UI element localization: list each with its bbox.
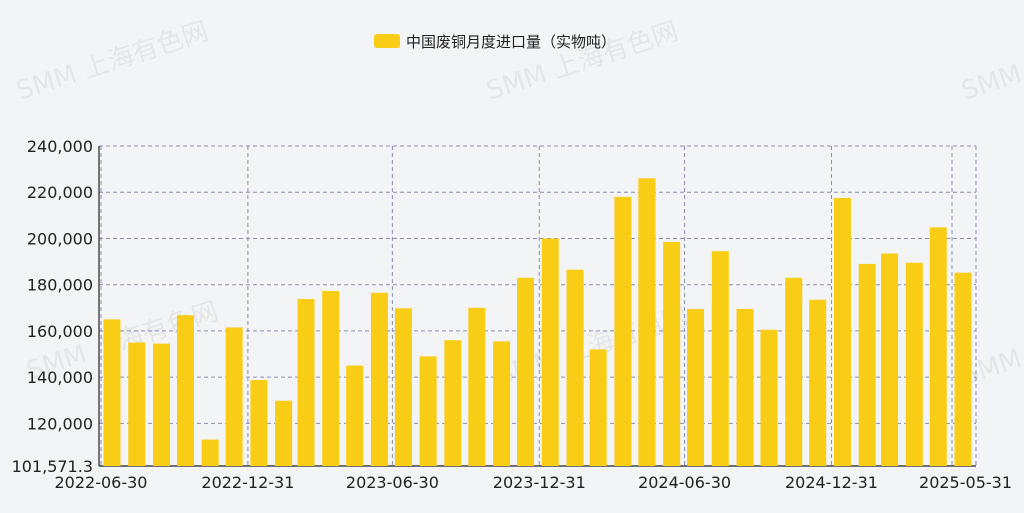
watermark-text: SMM 上海有色网 <box>13 16 212 106</box>
bar <box>468 307 486 466</box>
legend[interactable]: 中国废铜月度进口量（实物吨） <box>374 30 616 52</box>
bar <box>322 290 340 466</box>
bar <box>663 241 681 466</box>
y-tick-label: 101,571.3 <box>12 457 93 476</box>
bar <box>541 238 559 466</box>
bar <box>250 379 268 466</box>
x-tick-label: 2024-12-31 <box>785 473 878 492</box>
bar <box>297 299 315 466</box>
bar <box>809 299 827 466</box>
bar <box>589 349 607 466</box>
bar <box>760 329 778 466</box>
y-tick-label: 240,000 <box>27 137 93 156</box>
bar <box>833 198 851 466</box>
bar <box>346 365 364 466</box>
bar <box>493 341 511 466</box>
bar <box>225 327 243 466</box>
x-tick-label: 2022-06-30 <box>55 473 148 492</box>
bar <box>711 251 729 466</box>
bar <box>176 315 194 466</box>
y-tick-label: 120,000 <box>27 414 93 433</box>
bar <box>444 340 462 466</box>
bar <box>128 342 146 466</box>
bar <box>370 292 388 466</box>
x-tick-label: 2025-05-31 <box>919 473 1012 492</box>
x-tick-label: 2024-06-30 <box>638 473 731 492</box>
x-tick-label: 2023-12-31 <box>493 473 586 492</box>
bar <box>638 178 656 467</box>
legend-swatch <box>374 34 400 48</box>
bar <box>201 439 219 466</box>
bar <box>152 343 170 466</box>
legend-label: 中国废铜月度进口量（实物吨） <box>406 32 617 51</box>
y-axis-ticks: 240,000 220,000 200,000 180,000 160,000 140,0… <box>12 137 93 476</box>
bars <box>103 178 972 467</box>
bar <box>858 263 876 466</box>
y-tick-label: 160,000 <box>27 322 93 341</box>
bar <box>517 277 535 466</box>
bar <box>394 308 412 466</box>
bar <box>954 272 972 466</box>
y-tick-label: 200,000 <box>27 229 93 248</box>
bar <box>881 253 899 466</box>
bar <box>566 269 584 466</box>
bar <box>614 196 632 466</box>
bar <box>736 308 754 466</box>
bar <box>275 400 293 466</box>
y-tick-label: 180,000 <box>27 276 93 295</box>
watermark-text: SMM 上海有色网 <box>958 16 1024 106</box>
bar <box>905 262 923 466</box>
y-tick-label: 220,000 <box>27 183 93 202</box>
bar <box>785 277 803 466</box>
x-axis-ticks: 2022-06-30 2022-12-31 2023-06-30 2023-12-31… <box>55 473 1012 492</box>
y-tick-label: 140,000 <box>27 368 93 387</box>
x-tick-label: 2022-12-31 <box>201 473 294 492</box>
grid-lines <box>98 145 977 467</box>
x-tick-label: 2023-06-30 <box>346 473 439 492</box>
bar <box>929 227 947 466</box>
bar <box>419 356 437 466</box>
bar <box>687 308 705 466</box>
bar <box>103 319 121 466</box>
